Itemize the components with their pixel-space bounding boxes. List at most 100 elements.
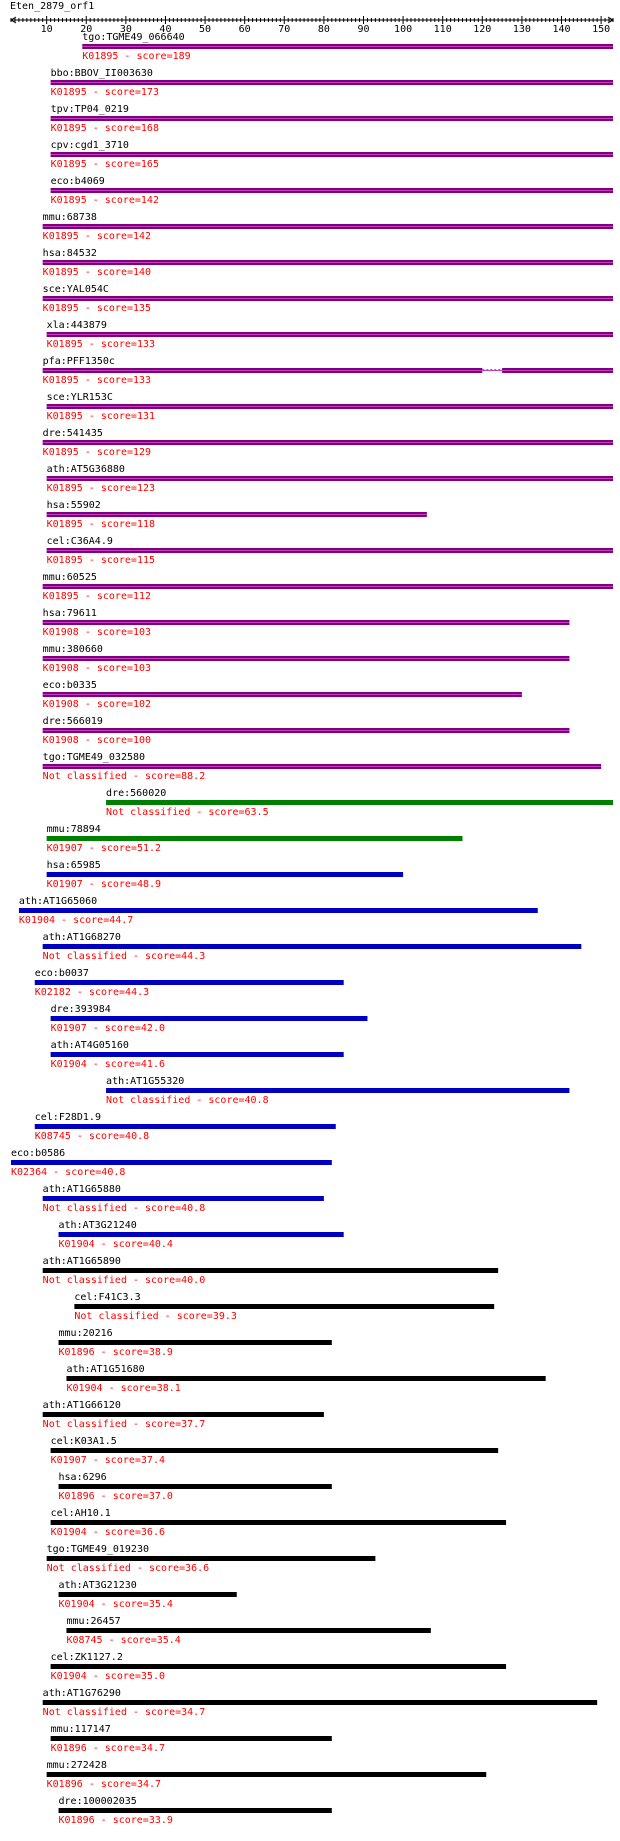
hit-bar[interactable]	[46, 1772, 487, 1777]
hit-gene-label[interactable]: ath:AT4G05160	[51, 1040, 129, 1051]
hit-bar[interactable]	[50, 1664, 507, 1669]
hit-gene-label[interactable]: ath:AT3G21230	[59, 1580, 137, 1591]
hit-bar[interactable]	[50, 1052, 344, 1057]
hit-row[interactable]: xla:443879 K01895 - score=133	[46, 320, 614, 350]
hit-row[interactable]: mmu:272428 K01896 - score=34.7	[46, 1760, 487, 1790]
hit-gene-label[interactable]: hsa:6296	[59, 1472, 107, 1483]
hit-row[interactable]: cel:AH10.1 K01904 - score=36.6	[50, 1508, 507, 1538]
hit-row[interactable]: tgo:TGME49_066640 K01895 - score=189	[82, 32, 613, 62]
hit-row[interactable]: cpv:cgd1_3710 K01895 - score=165	[50, 140, 613, 170]
hit-row[interactable]: eco:b0335 K01908 - score=102	[42, 680, 522, 710]
hit-bar[interactable]	[106, 1088, 570, 1093]
hit-gene-label[interactable]: cel:C36A4.9	[47, 536, 113, 547]
hit-bar[interactable]	[46, 872, 404, 877]
hit-row[interactable]: ath:AT1G76290 Not classified - score=34.7	[42, 1688, 598, 1718]
hit-row[interactable]: hsa:6296 K01896 - score=37.0	[58, 1472, 332, 1502]
hit-row[interactable]: cel:K03A1.5 K01907 - score=37.4	[50, 1436, 499, 1466]
hit-row[interactable]: eco:b0037 K02182 - score=44.3	[34, 968, 344, 998]
hit-row[interactable]: sce:YAL054C K01895 - score=135	[42, 284, 614, 314]
hit-bar[interactable]	[50, 1016, 368, 1021]
hit-row[interactable]: ath:AT1G66120 Not classified - score=37.7	[42, 1400, 324, 1430]
hit-gene-label[interactable]: xla:443879	[47, 320, 107, 331]
hit-gene-label[interactable]: cel:F28D1.9	[35, 1112, 101, 1123]
hit-gene-label[interactable]: dre:560020	[106, 788, 166, 799]
hit-gene-label[interactable]: eco:b0335	[43, 680, 97, 691]
hit-row[interactable]: hsa:55902 K01895 - score=118	[46, 500, 427, 530]
hit-row[interactable]: cel:C36A4.9 K01895 - score=115	[46, 536, 614, 566]
hit-gene-label[interactable]: cel:AH10.1	[51, 1508, 111, 1519]
hit-gene-label[interactable]: ath:AT1G55320	[106, 1076, 184, 1087]
hit-bar[interactable]	[58, 1592, 237, 1597]
hit-gene-label[interactable]: hsa:65985	[47, 860, 101, 871]
hit-gene-label[interactable]: ath:AT1G65060	[19, 896, 97, 907]
hit-gene-label[interactable]: eco:b0586	[11, 1148, 65, 1159]
hit-bar[interactable]	[11, 1160, 332, 1165]
hit-row[interactable]: ath:AT1G55320 Not classified - score=40.8	[106, 1076, 570, 1106]
hit-bar[interactable]	[74, 1304, 495, 1309]
hit-gene-label[interactable]: mmu:78894	[47, 824, 101, 835]
hit-gene-label[interactable]: tgo:TGME49_032580	[43, 752, 145, 763]
hit-bar[interactable]	[42, 1196, 324, 1201]
hit-gene-label[interactable]: dre:393984	[51, 1004, 111, 1015]
hit-row[interactable]: pfa:PFF1350c K01895 - score=133	[42, 356, 613, 386]
hit-gene-label[interactable]: dre:541435	[43, 428, 103, 439]
hit-row[interactable]: cel:F41C3.3 Not classified - score=39.3	[74, 1292, 495, 1322]
hit-gene-label[interactable]: ath:AT5G36880	[47, 464, 125, 475]
hit-bar[interactable]	[42, 1268, 499, 1273]
hit-gene-label[interactable]: hsa:84532	[43, 248, 97, 259]
hit-row[interactable]: cel:ZK1127.2 K01904 - score=35.0	[50, 1652, 507, 1682]
hit-gene-label[interactable]: sce:YAL054C	[43, 284, 109, 295]
hit-row[interactable]: eco:b4069 K01895 - score=142	[50, 176, 613, 206]
hit-row[interactable]: dre:560020 Not classified - score=63.5	[106, 788, 613, 818]
hit-row[interactable]: eco:b0586 K02364 - score=40.8	[11, 1148, 332, 1178]
hit-bar[interactable]	[46, 836, 463, 841]
hit-row[interactable]: ath:AT1G65890 Not classified - score=40.0	[42, 1256, 499, 1286]
hit-row[interactable]: ath:AT3G21240 K01904 - score=40.4	[58, 1220, 344, 1250]
hit-gene-label[interactable]: mmu:117147	[51, 1724, 111, 1735]
hit-row[interactable]: mmu:78894 K01907 - score=51.2	[46, 824, 463, 854]
hit-row[interactable]: dre:393984 K01907 - score=42.0	[50, 1004, 368, 1034]
hit-gene-label[interactable]: mmu:272428	[47, 1760, 107, 1771]
hit-row[interactable]: hsa:84532 K01895 - score=140	[42, 248, 614, 278]
hit-bar[interactable]	[42, 944, 582, 949]
hit-gene-label[interactable]: mmu:60525	[43, 572, 97, 583]
hit-gene-label[interactable]: cpv:cgd1_3710	[51, 140, 129, 151]
hit-row[interactable]: ath:AT1G68270 Not classified - score=44.3	[42, 932, 582, 962]
hit-gene-label[interactable]: hsa:55902	[47, 500, 101, 511]
hit-gene-label[interactable]: ath:AT1G76290	[43, 1688, 121, 1699]
hit-row[interactable]: hsa:79611 K01908 - score=103	[42, 608, 570, 638]
hit-gene-label[interactable]: dre:566019	[43, 716, 103, 727]
hit-bar[interactable]	[66, 1628, 431, 1633]
hit-row[interactable]: hsa:65985 K01907 - score=48.9	[46, 860, 404, 890]
hit-row[interactable]: mmu:117147 K01896 - score=34.7	[50, 1724, 332, 1754]
hit-gene-label[interactable]: ath:AT1G65880	[43, 1184, 121, 1195]
hit-bar[interactable]	[34, 1124, 336, 1129]
hit-bar[interactable]	[42, 1412, 324, 1417]
hit-bar[interactable]	[58, 1232, 344, 1237]
hit-bar[interactable]	[58, 1808, 332, 1813]
hit-row[interactable]: ath:AT1G51680 K01904 - score=38.1	[66, 1364, 546, 1394]
hit-gene-label[interactable]: sce:YLR153C	[47, 392, 113, 403]
hit-row[interactable]: dre:100002035 K01896 - score=33.9	[58, 1796, 332, 1826]
hit-gene-label[interactable]: tgo:TGME49_019230	[47, 1544, 149, 1555]
hit-gene-label[interactable]: eco:b0037	[35, 968, 89, 979]
hit-gene-label[interactable]: ath:AT3G21240	[59, 1220, 137, 1231]
hit-gene-label[interactable]: cel:F41C3.3	[74, 1292, 140, 1303]
hit-gene-label[interactable]: ath:AT1G51680	[66, 1364, 144, 1375]
hit-gene-label[interactable]: eco:b4069	[51, 176, 105, 187]
hit-row[interactable]: mmu:20216 K01896 - score=38.9	[58, 1328, 332, 1358]
hit-row[interactable]: ath:AT1G65060 K01904 - score=44.7	[18, 896, 538, 926]
hit-bar[interactable]	[66, 1376, 546, 1381]
hit-bar[interactable]	[34, 980, 344, 985]
hit-row[interactable]: cel:F28D1.9 K08745 - score=40.8	[34, 1112, 336, 1142]
hit-row[interactable]: dre:541435 K01895 - score=129	[42, 428, 614, 458]
hit-bar[interactable]	[18, 908, 538, 913]
hit-bar[interactable]	[50, 1736, 332, 1741]
hit-bar[interactable]	[58, 1340, 332, 1345]
hit-row[interactable]: ath:AT3G21230 K01904 - score=35.4	[58, 1580, 237, 1610]
hit-gene-label[interactable]: bbo:BBOV_II003630	[51, 68, 153, 79]
hit-bar[interactable]	[42, 1700, 598, 1705]
hit-gene-label[interactable]: dre:100002035	[59, 1796, 137, 1807]
hit-gene-label[interactable]: cel:ZK1127.2	[51, 1652, 123, 1663]
hit-row[interactable]: ath:AT5G36880 K01895 - score=123	[46, 464, 614, 494]
